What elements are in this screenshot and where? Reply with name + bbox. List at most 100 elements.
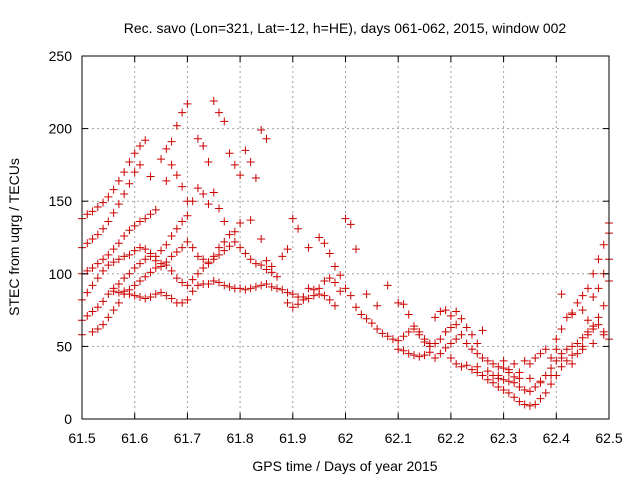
data-point [525, 387, 534, 396]
data-point [425, 348, 434, 357]
data-point [504, 388, 513, 397]
data-point [531, 354, 540, 363]
data-point [578, 345, 587, 354]
data-point [241, 285, 250, 294]
data-point [135, 293, 144, 302]
data-point [125, 269, 134, 278]
data-point [135, 142, 144, 151]
data-point [536, 378, 545, 387]
data-point [157, 246, 166, 255]
data-point [167, 266, 176, 275]
data-point [246, 284, 255, 293]
data-point [162, 176, 171, 185]
data-point [525, 374, 534, 383]
data-point [215, 204, 224, 213]
x-tick-label: 62 [338, 430, 354, 446]
data-point [262, 279, 271, 288]
data-point [515, 368, 524, 377]
data-point [93, 259, 102, 268]
data-point [246, 157, 255, 166]
data-point [557, 324, 566, 333]
data-point [141, 255, 150, 264]
data-point [146, 268, 155, 277]
data-point [199, 189, 208, 198]
data-point [452, 307, 461, 316]
data-points [78, 97, 613, 410]
data-point [141, 272, 150, 281]
data-point [288, 303, 297, 312]
data-point [325, 295, 334, 304]
data-point [441, 306, 450, 315]
data-point [404, 310, 413, 319]
data-point [257, 234, 266, 243]
data-point [88, 307, 97, 316]
data-point [320, 291, 329, 300]
y-tick-labels: 0 50 100 150 200 250 [49, 48, 73, 427]
data-point [341, 214, 350, 223]
data-point [251, 259, 260, 268]
data-point [109, 208, 118, 217]
data-point [83, 210, 92, 219]
data-point [109, 245, 118, 254]
x-tick-label: 61.5 [68, 430, 95, 446]
data-point [478, 371, 487, 380]
data-point [204, 259, 213, 268]
data-point [236, 171, 245, 180]
data-point [594, 284, 603, 293]
data-point [83, 311, 92, 320]
data-point [109, 306, 118, 315]
data-point [352, 245, 361, 254]
x-tick-label: 62.4 [543, 430, 570, 446]
data-point [431, 354, 440, 363]
data-point [162, 291, 171, 300]
data-point [473, 349, 482, 358]
data-point [452, 320, 461, 329]
data-point [267, 282, 276, 291]
data-point [573, 298, 582, 307]
data-point [325, 274, 334, 283]
data-point [225, 149, 234, 158]
data-point [320, 239, 329, 248]
data-point [141, 294, 150, 303]
data-point [178, 108, 187, 117]
data-point [272, 272, 281, 281]
data-point [157, 155, 166, 164]
data-point [120, 252, 129, 261]
data-point [525, 401, 534, 410]
data-point [141, 136, 150, 145]
data-point [204, 279, 213, 288]
data-point [251, 173, 260, 182]
data-point [215, 250, 224, 259]
data-point [446, 311, 455, 320]
grid-lines [82, 56, 609, 419]
data-point [167, 294, 176, 303]
data-point [146, 210, 155, 219]
data-point [520, 400, 529, 409]
y-tick-label: 150 [49, 193, 73, 209]
data-point [462, 323, 471, 332]
data-point [404, 349, 413, 358]
data-point [225, 282, 234, 291]
data-point [568, 359, 577, 368]
data-point [193, 134, 202, 143]
data-point [525, 359, 534, 368]
data-point [420, 335, 429, 344]
data-point [183, 281, 192, 290]
data-point [320, 277, 329, 286]
data-point [172, 121, 181, 130]
data-point [130, 246, 139, 255]
data-point [262, 265, 271, 274]
data-point [452, 335, 461, 344]
data-point [562, 345, 571, 354]
data-point [88, 281, 97, 290]
data-point [457, 362, 466, 371]
data-point [573, 349, 582, 358]
data-point [473, 362, 482, 371]
data-point [573, 339, 582, 348]
data-point [120, 287, 129, 296]
data-point [383, 281, 392, 290]
data-point [99, 320, 108, 329]
data-point [236, 243, 245, 252]
data-point [172, 248, 181, 257]
